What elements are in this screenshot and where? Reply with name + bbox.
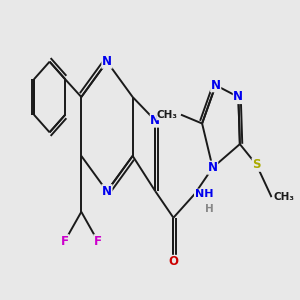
Text: O: O: [168, 255, 178, 268]
Text: N: N: [208, 161, 218, 174]
Text: N: N: [211, 79, 221, 92]
Text: N: N: [233, 91, 243, 103]
Text: H: H: [205, 204, 214, 214]
Text: N: N: [102, 185, 112, 198]
Text: F: F: [94, 235, 102, 248]
Text: N: N: [102, 55, 112, 68]
Text: CH₃: CH₃: [273, 192, 294, 202]
Text: F: F: [61, 235, 69, 248]
Text: CH₃: CH₃: [157, 110, 178, 120]
Text: N: N: [150, 114, 160, 127]
Text: S: S: [252, 158, 261, 171]
Text: NH: NH: [195, 189, 213, 199]
